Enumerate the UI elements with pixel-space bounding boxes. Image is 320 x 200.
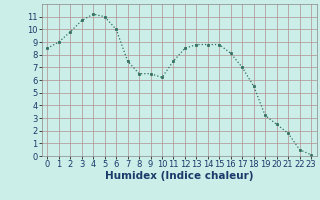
- X-axis label: Humidex (Indice chaleur): Humidex (Indice chaleur): [105, 171, 253, 181]
